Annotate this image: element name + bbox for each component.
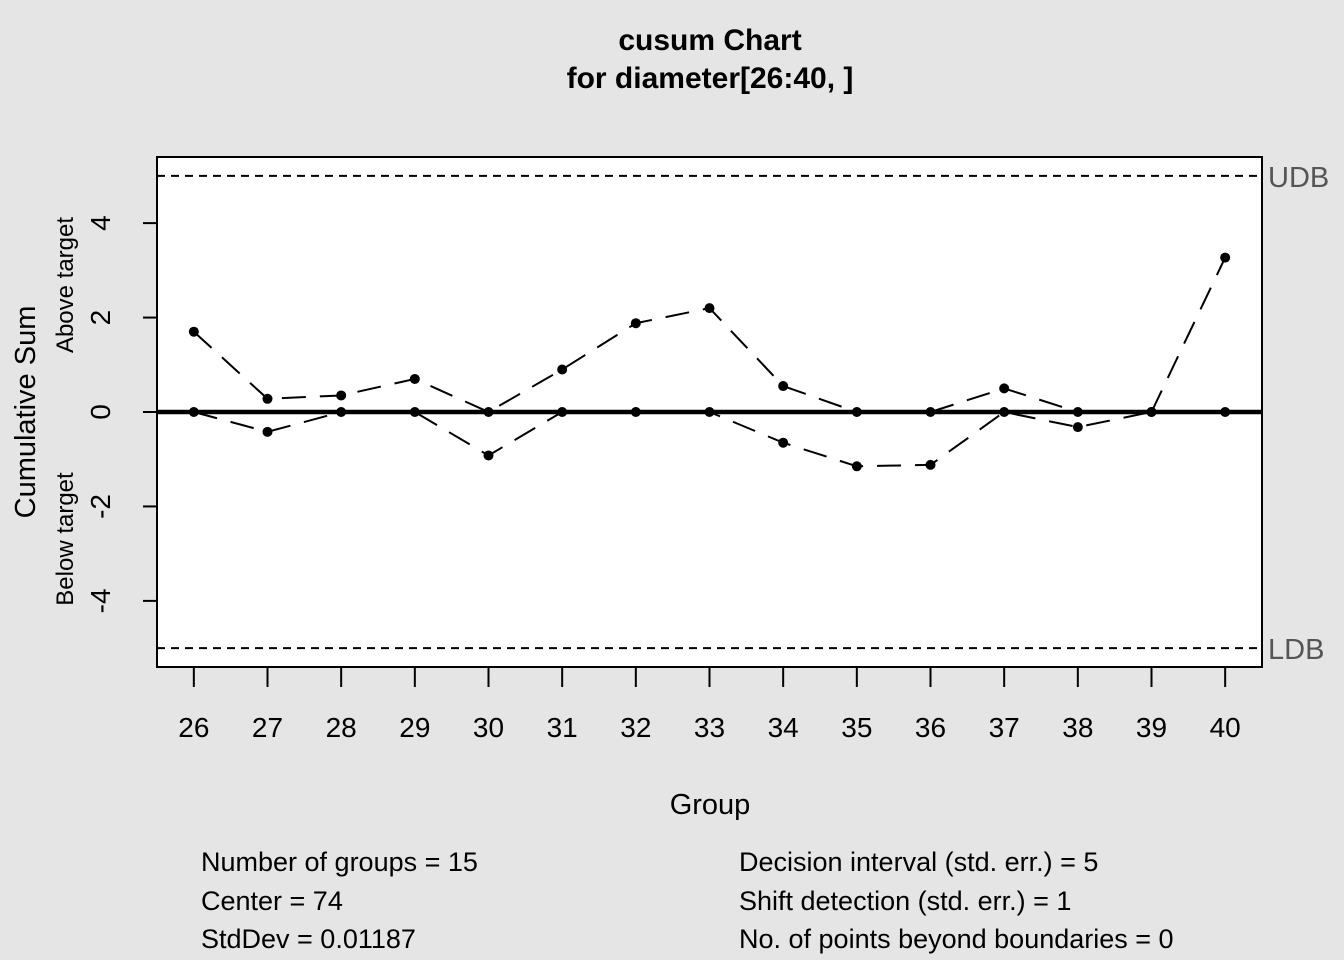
x-tick-label: 36 — [915, 712, 946, 743]
x-tick-label: 37 — [989, 712, 1020, 743]
data-point — [1072, 407, 1083, 417]
y-axis-label: Cumulative Sum — [10, 306, 42, 519]
data-point — [999, 383, 1010, 394]
data-point — [336, 390, 347, 401]
x-tick-label: 30 — [473, 712, 504, 743]
x-tick-label: 28 — [326, 712, 357, 743]
data-point — [630, 407, 641, 417]
y-axis: -4 -2 0 2 4 — [85, 215, 157, 613]
data-point — [925, 407, 936, 417]
data-point — [409, 407, 420, 417]
x-tick-label: 40 — [1210, 712, 1241, 743]
data-point — [851, 407, 862, 417]
x-tick-label: 33 — [694, 712, 725, 743]
data-point — [262, 393, 273, 404]
data-point — [557, 364, 568, 375]
stat-center: Center = 74 — [201, 885, 343, 916]
y-tick-label: 4 — [85, 215, 116, 231]
x-tick-label: 27 — [252, 712, 283, 743]
data-point — [336, 407, 347, 417]
data-point — [557, 407, 568, 417]
data-point — [630, 318, 641, 329]
x-tick-label: 32 — [620, 712, 651, 743]
data-point — [925, 459, 936, 470]
stats-right: Decision interval (std. err.) = 5 Shift … — [739, 843, 1174, 959]
stat-shift-detection: Shift detection (std. err.) = 1 — [739, 885, 1072, 916]
data-point — [704, 407, 715, 417]
y-tick-label: -2 — [85, 494, 116, 519]
x-tick-label: 35 — [841, 712, 872, 743]
data-point — [1220, 252, 1231, 263]
cusum-chart: cusum Chart for diameter[26:40, ] -4 -2 0 2… — [10, 24, 1329, 821]
y-tick-label: 0 — [85, 404, 116, 420]
data-point — [188, 326, 199, 337]
stat-number-of-groups: Number of groups = 15 — [201, 847, 478, 877]
data-point — [483, 407, 494, 417]
x-tick-label: 39 — [1136, 712, 1167, 743]
series-group — [188, 252, 1231, 472]
data-point — [778, 381, 789, 392]
x-tick-label: 26 — [178, 712, 209, 743]
data-point — [1072, 422, 1083, 433]
stat-decision-interval: Decision interval (std. err.) = 5 — [739, 847, 1099, 877]
data-point — [704, 303, 715, 314]
x-axis: 26 27 28 29 30 31 32 33 34 35 36 37 38 39 40 — [178, 667, 1241, 743]
data-point — [188, 407, 199, 417]
data-point — [262, 426, 273, 437]
data-point — [1220, 407, 1231, 417]
y-tick-label: -4 — [85, 588, 116, 613]
chart-subtitle: for diameter[26:40, ] — [567, 62, 854, 95]
y-label-above: Above target — [52, 217, 79, 353]
data-point — [778, 437, 789, 448]
upper-boundary-label: UDB — [1268, 162, 1329, 194]
stats-left: Number of groups = 15 Center = 74 StdDev… — [201, 843, 478, 959]
y-tick-label: 2 — [85, 310, 116, 326]
data-point — [483, 450, 494, 461]
lower-boundary-label: LDB — [1268, 634, 1324, 666]
chart-title: cusum Chart — [618, 24, 801, 57]
x-tick-label: 31 — [547, 712, 578, 743]
data-point — [1146, 407, 1157, 417]
data-point — [409, 373, 420, 384]
data-point — [999, 407, 1010, 417]
stat-points-beyond: No. of points beyond boundaries = 0 — [739, 924, 1174, 954]
x-tick-label: 34 — [768, 712, 799, 743]
x-tick-label: 29 — [399, 712, 430, 743]
x-tick-label: 38 — [1062, 712, 1093, 743]
x-axis-label: Group — [670, 789, 751, 821]
y-label-below: Below target — [52, 472, 79, 606]
stat-stddev: StdDev = 0.01187 — [201, 924, 416, 954]
data-point — [851, 461, 862, 472]
